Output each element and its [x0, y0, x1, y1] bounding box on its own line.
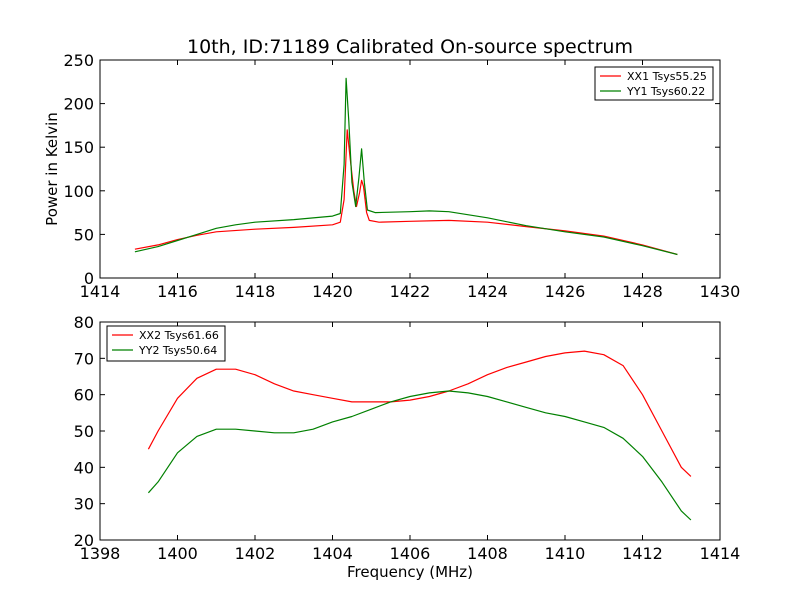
bottom-panel: 1398 1400 1402 1404 1406 1408 1410 1412 1414 20 30…	[74, 313, 741, 581]
x-tick-label: 1418	[235, 282, 276, 301]
x-tick-label: 1404	[312, 544, 353, 563]
y-tick-label: 20	[74, 531, 94, 550]
y-axis-title: Power in Kelvin	[43, 112, 61, 226]
top-panel: 1414 1416 1418 1420 1422 1424 1426 1428 1430 0 50 1…	[43, 51, 740, 301]
series-line-xx1	[134, 129, 678, 256]
x-tick-label: 1398	[80, 544, 121, 563]
x-tick-label: 1414	[80, 282, 121, 301]
x-tick-label: 1414	[700, 544, 741, 563]
x-tick-label: 1410	[545, 544, 586, 563]
y-tick-label: 50	[74, 422, 94, 441]
y-tick-label: 100	[63, 182, 94, 201]
y-tick-label: 60	[74, 386, 94, 405]
legend-label: YY1 Tsys60.22	[626, 85, 705, 98]
x-tick-label: 1412	[622, 544, 663, 563]
series-line-yy1	[134, 77, 678, 256]
legend-box	[594, 66, 714, 101]
x-tick-label: 1406	[390, 544, 431, 563]
x-tick-label: 1420	[312, 282, 353, 301]
legend-label: XX2 Tsys61.66	[139, 329, 219, 342]
x-tick-label: 1400	[157, 544, 198, 563]
series-line-yy2	[147, 390, 692, 521]
y-tick-label: 80	[74, 313, 94, 332]
x-tick-label: 1428	[622, 282, 663, 301]
y-tick-label: 70	[74, 349, 94, 368]
x-tick-label: 1430	[700, 282, 741, 301]
x-tick-label: 1424	[467, 282, 508, 301]
y-tick-label: 0	[84, 269, 94, 288]
x-tick-label: 1402	[235, 544, 276, 563]
y-tick-label: 50	[74, 225, 94, 244]
y-tick-label: 200	[63, 95, 94, 114]
series-line-xx2	[147, 350, 692, 477]
legend-label: YY2 Tsys50.64	[138, 344, 217, 357]
y-tick-label: 250	[63, 51, 94, 70]
y-tick-label: 40	[74, 458, 94, 477]
x-tick-label: 1416	[157, 282, 198, 301]
figure-title: 10th, ID:71189 Calibrated On-source spec…	[187, 36, 633, 58]
x-tick-label: 1408	[467, 544, 508, 563]
y-tick-label: 150	[63, 138, 94, 157]
y-tick-label: 30	[74, 495, 94, 514]
legend-box	[106, 325, 226, 362]
legend-label: XX1 Tsys55.25	[627, 70, 707, 83]
x-axis-title: Frequency (MHz)	[347, 563, 473, 581]
x-tick-label: 1422	[390, 282, 431, 301]
x-tick-label: 1426	[545, 282, 586, 301]
